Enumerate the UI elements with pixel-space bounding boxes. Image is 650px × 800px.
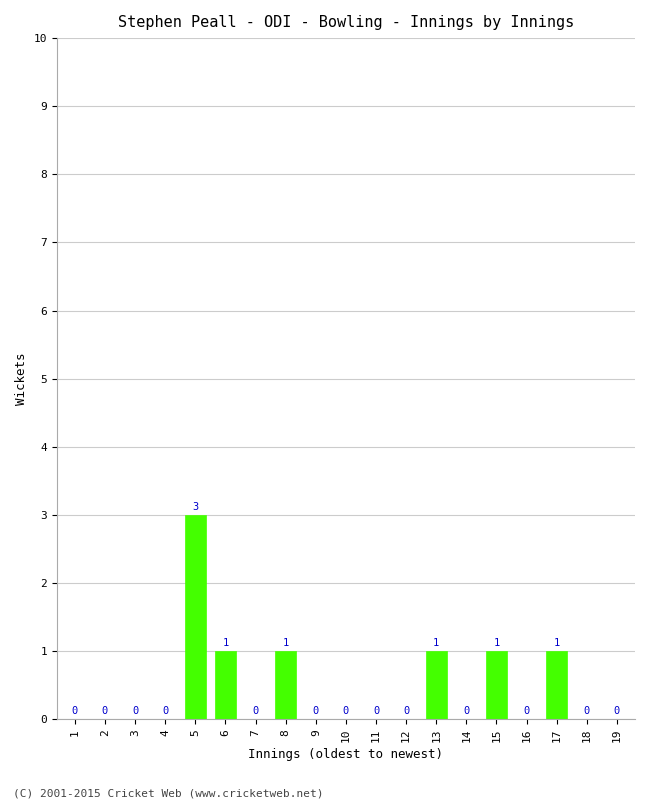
Bar xyxy=(215,651,236,719)
Bar xyxy=(546,651,567,719)
Y-axis label: Wickets: Wickets xyxy=(15,353,28,405)
Bar xyxy=(426,651,447,719)
Text: 0: 0 xyxy=(523,706,530,717)
Text: 0: 0 xyxy=(584,706,590,717)
Text: 0: 0 xyxy=(614,706,620,717)
Text: 0: 0 xyxy=(403,706,410,717)
Text: (C) 2001-2015 Cricket Web (www.cricketweb.net): (C) 2001-2015 Cricket Web (www.cricketwe… xyxy=(13,788,324,798)
Text: 0: 0 xyxy=(343,706,349,717)
Text: 1: 1 xyxy=(433,638,439,648)
Text: 0: 0 xyxy=(102,706,108,717)
Text: 1: 1 xyxy=(283,638,289,648)
Text: 0: 0 xyxy=(72,706,78,717)
Text: 1: 1 xyxy=(222,638,229,648)
X-axis label: Innings (oldest to newest): Innings (oldest to newest) xyxy=(248,748,443,761)
Text: 3: 3 xyxy=(192,502,198,512)
Text: 1: 1 xyxy=(554,638,560,648)
Bar xyxy=(486,651,507,719)
Text: 0: 0 xyxy=(162,706,168,717)
Text: 0: 0 xyxy=(463,706,469,717)
Bar xyxy=(185,515,206,719)
Text: 0: 0 xyxy=(373,706,379,717)
Text: 0: 0 xyxy=(313,706,319,717)
Bar xyxy=(275,651,296,719)
Text: 0: 0 xyxy=(132,706,138,717)
Title: Stephen Peall - ODI - Bowling - Innings by Innings: Stephen Peall - ODI - Bowling - Innings … xyxy=(118,15,574,30)
Text: 0: 0 xyxy=(252,706,259,717)
Text: 1: 1 xyxy=(493,638,500,648)
